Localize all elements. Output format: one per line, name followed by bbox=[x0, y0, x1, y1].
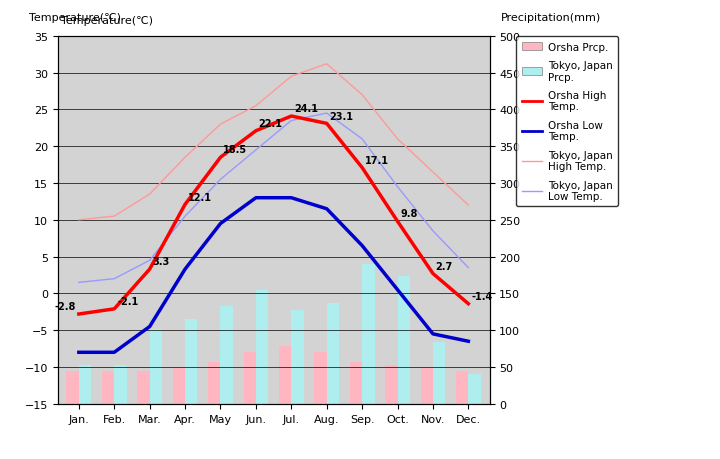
Bar bbox=[433, 342, 446, 404]
Text: Temperature(℃): Temperature(℃) bbox=[61, 16, 153, 26]
Text: Precipitation(mm): Precipitation(mm) bbox=[500, 13, 600, 23]
Text: 22.1: 22.1 bbox=[258, 119, 283, 129]
Bar bbox=[102, 372, 114, 404]
Bar bbox=[79, 365, 91, 404]
Bar bbox=[138, 372, 150, 404]
Text: 2.7: 2.7 bbox=[436, 261, 453, 271]
Text: -2.1: -2.1 bbox=[117, 297, 138, 307]
Text: 3.3: 3.3 bbox=[153, 257, 170, 267]
Bar bbox=[114, 365, 127, 404]
Bar bbox=[420, 369, 433, 404]
Bar bbox=[292, 310, 304, 404]
Bar bbox=[173, 369, 185, 404]
Text: 18.5: 18.5 bbox=[223, 145, 248, 155]
Text: -2.8: -2.8 bbox=[55, 302, 76, 312]
Bar bbox=[185, 319, 197, 404]
Text: 17.1: 17.1 bbox=[365, 156, 389, 165]
Legend: Orsha Prcp., Tokyo, Japan
Prcp., Orsha High
Temp., Orsha Low
Temp., Tokyo, Japan: Orsha Prcp., Tokyo, Japan Prcp., Orsha H… bbox=[516, 37, 618, 207]
Bar bbox=[327, 303, 339, 404]
Text: 24.1: 24.1 bbox=[294, 104, 318, 114]
Bar bbox=[350, 362, 362, 404]
Bar bbox=[208, 362, 220, 404]
Bar bbox=[279, 346, 292, 404]
Bar bbox=[385, 365, 397, 404]
Text: 9.8: 9.8 bbox=[400, 209, 418, 219]
Bar bbox=[243, 353, 256, 404]
Bar bbox=[150, 330, 162, 404]
Text: -1.4: -1.4 bbox=[471, 291, 492, 301]
Bar bbox=[456, 372, 468, 404]
Bar bbox=[315, 353, 327, 404]
Text: 12.1: 12.1 bbox=[188, 192, 212, 202]
Bar bbox=[66, 372, 79, 404]
Bar bbox=[256, 290, 269, 404]
Text: 23.1: 23.1 bbox=[330, 112, 354, 121]
Bar bbox=[362, 264, 374, 404]
Bar bbox=[468, 375, 481, 404]
Bar bbox=[220, 306, 233, 404]
Bar bbox=[397, 277, 410, 404]
Text: Temperature(℃): Temperature(℃) bbox=[29, 13, 121, 23]
